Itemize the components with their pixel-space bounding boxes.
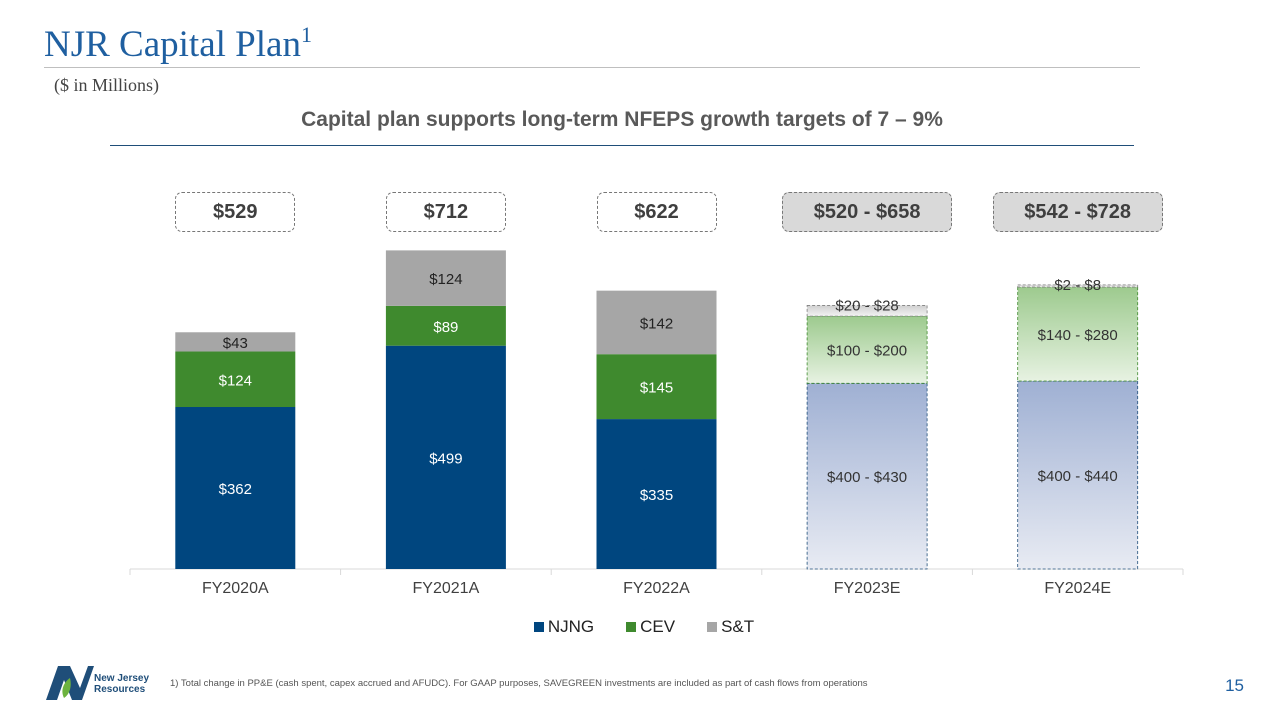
data-label-cev-fy2022a: $145 bbox=[640, 380, 673, 397]
title-footnote-marker: 1 bbox=[300, 22, 312, 47]
bar-st-fy2022a bbox=[596, 290, 717, 355]
total-box-fy2024e: $542 - $728 bbox=[992, 192, 1163, 232]
units-note: ($ in Millions) bbox=[54, 75, 160, 95]
legend-swatch-cev bbox=[626, 622, 637, 632]
legend-item-njng: NJNG bbox=[533, 617, 594, 637]
legend-item-cev: CEV bbox=[626, 617, 675, 637]
legend-item-st: S&T bbox=[707, 617, 754, 637]
data-label-cev-fy2023e: $100 - $200 bbox=[827, 343, 907, 360]
page-number: 15 bbox=[1225, 676, 1244, 695]
data-label-cev-fy2021a: $89 bbox=[433, 319, 458, 336]
x-tick-label-fy2024e: FY2024E bbox=[1044, 580, 1111, 597]
x-tick-label-fy2022a: FY2022A bbox=[623, 580, 690, 597]
bar-st-fy2020a bbox=[175, 332, 296, 352]
x-tick-label-fy2021a: FY2021A bbox=[413, 580, 480, 597]
x-tick-label-fy2023e: FY2023E bbox=[834, 580, 901, 597]
bar-njng-fy2024e bbox=[1017, 380, 1139, 570]
footnote: 1) Total change in PP&E (cash spent, cap… bbox=[170, 678, 868, 689]
data-label-njng-fy2023e: $400 - $430 bbox=[827, 469, 907, 486]
bar-njng-fy2021a bbox=[385, 345, 506, 569]
bar-cev-fy2021a bbox=[385, 305, 506, 346]
data-label-njng-fy2021a: $499 bbox=[429, 450, 462, 467]
bar-cev-fy2024e bbox=[1017, 286, 1139, 382]
title-divider bbox=[44, 67, 1140, 68]
data-label-njng-fy2020a: $362 bbox=[219, 481, 252, 498]
bar-cev-fy2020a bbox=[175, 351, 296, 408]
bar-cev-fy2022a bbox=[596, 354, 717, 420]
total-box-fy2020a: $529 bbox=[175, 192, 296, 232]
data-label-njng-fy2022a: $335 bbox=[640, 487, 673, 504]
bar-st-fy2023e bbox=[806, 305, 928, 317]
data-label-st-fy2023e: $20 - $28 bbox=[835, 297, 898, 314]
logo-text: New Jersey Resources bbox=[94, 673, 150, 695]
data-label-st-fy2021a: $124 bbox=[429, 271, 462, 288]
legend-swatch-njng bbox=[533, 622, 544, 632]
bar-st-fy2021a bbox=[385, 250, 506, 306]
data-label-st-fy2024e: $2 - $8 bbox=[1054, 277, 1101, 294]
legend-swatch-st bbox=[707, 622, 718, 632]
bar-st-fy2024e bbox=[1017, 284, 1139, 288]
page-title: NJR Capital Plan1 bbox=[44, 22, 312, 65]
bar-cev-fy2023e bbox=[806, 315, 928, 384]
data-label-st-fy2022a: $142 bbox=[640, 315, 673, 332]
total-box-fy2021a: $712 bbox=[385, 192, 506, 232]
data-label-st-fy2020a: $43 bbox=[223, 335, 248, 352]
chart-subtitle: Capital plan supports long-term NFEPS gr… bbox=[301, 108, 943, 131]
total-box-fy2023e: $520 - $658 bbox=[782, 192, 953, 232]
njr-logo-icon bbox=[46, 666, 94, 700]
data-label-cev-fy2020a: $124 bbox=[219, 372, 252, 389]
subtitle-divider bbox=[110, 145, 1134, 146]
total-box-fy2022a: $622 bbox=[596, 192, 717, 232]
data-label-njng-fy2024e: $400 - $440 bbox=[1038, 468, 1118, 485]
bar-njng-fy2020a bbox=[175, 407, 296, 569]
bar-njng-fy2023e bbox=[806, 382, 928, 570]
x-tick-label-fy2020a: FY2020A bbox=[202, 580, 269, 597]
chart-legend: NJNG CEV S&T bbox=[0, 617, 1280, 637]
bar-njng-fy2022a bbox=[596, 419, 717, 569]
data-label-cev-fy2024e: $140 - $280 bbox=[1038, 327, 1118, 344]
